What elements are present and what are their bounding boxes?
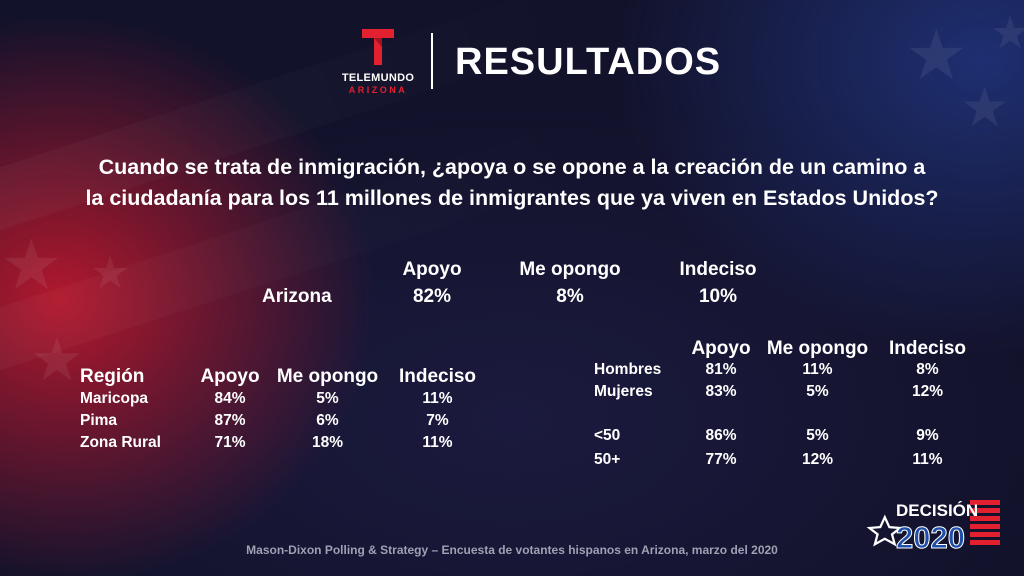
column-header: Apoyo	[200, 366, 260, 387]
question-line-1: Cuando se trata de inmigración, ¿apoya o…	[98, 155, 926, 179]
star-icon	[866, 514, 904, 547]
row-label: Hombres	[594, 361, 662, 378]
table-cell: 11%	[802, 361, 833, 378]
column-header: Me opongo	[766, 338, 869, 359]
table-cell: 77%	[705, 451, 737, 468]
table-cell: 10%	[698, 286, 738, 307]
row-label: Zona Rural	[80, 434, 161, 451]
source-note: Mason-Dixon Polling & Strategy – Encuest…	[246, 543, 778, 557]
column-header: Indeciso	[679, 259, 757, 280]
table-cell: 11%	[422, 390, 453, 407]
column-header: Me opongo	[276, 366, 379, 387]
question-line-2: la ciudadanía para los 11 millones de in…	[85, 186, 939, 210]
column-header: Me opongo	[519, 259, 621, 280]
table-cell: 83%	[705, 383, 737, 400]
table-cell: 11%	[912, 451, 943, 468]
table-cell: 8%	[556, 286, 584, 307]
table-cell: 71%	[214, 434, 246, 451]
logo-subtitle: ARIZONA	[348, 85, 408, 95]
row-label: Maricopa	[80, 390, 149, 407]
decision-2020-logo: DECISIÓN 2020	[866, 496, 1006, 556]
table-cell: 12%	[801, 451, 834, 468]
column-header: Apoyo	[402, 259, 462, 280]
header: TELEMUNDO ARIZONA RESULTADOS	[0, 27, 1024, 97]
badge-word: DECISIÓN	[896, 501, 978, 520]
region-header: Región	[80, 366, 145, 387]
background-star-icon: ★	[990, 7, 1024, 58]
table-cell: 84%	[214, 390, 246, 407]
table-cell: 81%	[705, 361, 737, 378]
background-star-icon: ★	[30, 326, 84, 393]
background-star-icon: ★	[90, 247, 131, 298]
table-cell: 87%	[214, 412, 246, 429]
table-cell: 5%	[806, 427, 829, 444]
table-cell: 6%	[316, 412, 339, 429]
row-label: 50+	[594, 451, 621, 468]
table-cell: 5%	[806, 383, 829, 400]
row-label: Mujeres	[594, 383, 653, 400]
background-star-icon: ★	[960, 76, 1010, 138]
header-divider	[431, 33, 433, 89]
table-cell: 18%	[311, 434, 344, 451]
column-header: Indeciso	[398, 366, 477, 387]
table-cell: 12%	[911, 383, 944, 400]
row-label: Pima	[80, 412, 118, 429]
background-star-icon: ★	[0, 226, 63, 304]
survey-question: Cuando se trata de inmigración, ¿apoya o…	[0, 152, 1024, 214]
table-cell: 86%	[705, 427, 737, 444]
row-label: <50	[594, 427, 621, 444]
row-label: Arizona	[262, 286, 332, 307]
logo-name: TELEMUNDO	[341, 72, 415, 84]
page-title: RESULTADOS	[455, 41, 722, 83]
flag-stripes-icon	[970, 500, 1000, 545]
decision-2020-graphic: DECISIÓN 2020	[866, 500, 1000, 556]
table-cell: 8%	[916, 361, 939, 378]
table-cell: 5%	[316, 390, 339, 407]
table-cell: 11%	[422, 434, 453, 451]
badge-year: 2020	[896, 520, 965, 554]
table-cell: 82%	[412, 286, 452, 307]
column-header: Apoyo	[691, 338, 751, 359]
table-cell: 7%	[426, 412, 449, 429]
telemundo-logo: TELEMUNDO ARIZONA	[334, 27, 422, 97]
background-star-icon: ★	[905, 16, 968, 94]
column-header: Indeciso	[888, 338, 967, 359]
telemundo-t-icon	[362, 29, 394, 65]
table-cell: 9%	[916, 427, 939, 444]
